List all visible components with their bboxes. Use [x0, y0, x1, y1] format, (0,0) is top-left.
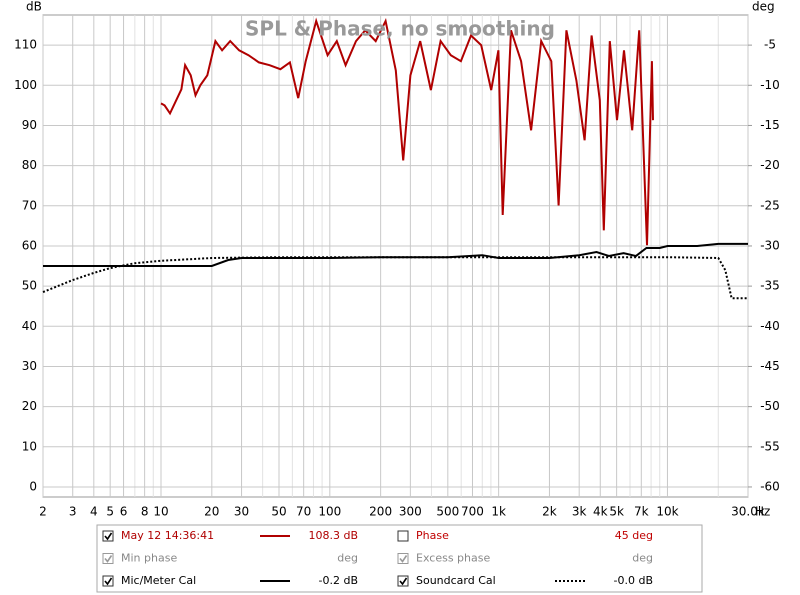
legend-check: [104, 532, 113, 541]
legend-checkbox[interactable]: [102, 575, 114, 587]
x-tick-label: 300: [399, 505, 422, 519]
x-tick-label: 7k: [634, 505, 649, 519]
x-tick-label: 1k: [491, 505, 506, 519]
series-line: [42, 256, 748, 300]
y-tick-label: 30: [22, 359, 37, 373]
x-tick-label: 100: [318, 505, 341, 519]
legend-label: Excess phase: [416, 552, 490, 565]
y2-tick-label: -55: [760, 439, 780, 453]
y2-tick-label: -45: [760, 359, 780, 373]
x-tick-label: 10k: [656, 505, 678, 519]
legend: May 12 14:36:41 108.3 dB Phase 45 deg Min ph…: [102, 529, 654, 587]
legend-checkbox[interactable]: [102, 530, 114, 542]
x-tick-label: 5k: [609, 505, 624, 519]
y2-tick-label: -35: [760, 279, 780, 293]
legend-value: 45 deg: [615, 529, 653, 542]
legend-check: [104, 555, 113, 563]
x-tick-label: 8: [141, 505, 149, 519]
y2-tick-label: -30: [760, 238, 780, 252]
legend-checkbox[interactable]: [397, 530, 409, 542]
y-tick-label: 0: [29, 479, 37, 493]
y2-tick-label: -5: [764, 38, 776, 52]
y2-tick-label: -20: [760, 158, 780, 172]
legend-checkbox[interactable]: [397, 575, 409, 587]
y-tick-label: 110: [14, 38, 37, 52]
x-tick-label: 4: [90, 505, 98, 519]
x-tick-label: 10: [153, 505, 168, 519]
x-tick-label: 4k: [593, 505, 608, 519]
x-tick-label: 700: [461, 505, 484, 519]
legend-label: Mic/Meter Cal: [121, 574, 196, 587]
y-tick-label: 60: [22, 238, 37, 252]
legend-checkbox[interactable]: [102, 553, 114, 564]
x-tick-label: 2k: [542, 505, 557, 519]
y-tick-label: 70: [22, 198, 37, 212]
y2-tick-label: -10: [760, 78, 780, 92]
legend-label: Min phase: [121, 552, 177, 565]
y-tick-label: 10: [22, 439, 37, 453]
y2-tick-label: -60: [760, 479, 780, 493]
x-tick-label: 3k: [572, 505, 587, 519]
y-tick-label: 20: [22, 399, 37, 413]
legend-label: Soundcard Cal: [416, 574, 496, 587]
legend-check: [104, 577, 113, 586]
x-tick-label: 2: [39, 505, 47, 519]
chart-title: SPL & Phase, no smoothing: [245, 17, 555, 41]
legend-value: 108.3 dB: [308, 529, 358, 542]
y-tick-label: 40: [22, 319, 37, 333]
legend-label: Phase: [416, 529, 449, 542]
legend-value: deg: [632, 552, 653, 565]
x-tick-label: 30: [234, 505, 249, 519]
y2-tick-label: -15: [760, 118, 780, 132]
y2-tick-label: -40: [760, 319, 780, 333]
legend-label: May 12 14:36:41: [121, 529, 214, 542]
x-tick-label: 200: [369, 505, 392, 519]
x-tick-label: 500: [436, 505, 459, 519]
y-tick-label: 100: [14, 78, 37, 92]
x-tick-label: 20: [204, 505, 219, 519]
x-tick-label: 70: [296, 505, 311, 519]
x-tick-label: 5: [106, 505, 114, 519]
legend-value: -0.0 dB: [614, 574, 654, 587]
y2-tick-label: -50: [760, 399, 780, 413]
series-line: [160, 17, 654, 246]
x-tick-label: 3: [69, 505, 77, 519]
plot: [42, 17, 748, 300]
x-axis-label: Hz: [755, 505, 770, 519]
x-tick-label: 30.0k: [731, 505, 765, 519]
legend-value: deg: [337, 552, 358, 565]
y2-axis-label: deg: [752, 0, 775, 14]
y-axis-label: dB: [26, 0, 42, 14]
legend-value: -0.2 dB: [319, 574, 359, 587]
x-tick-label: 6: [120, 505, 128, 519]
y2-tick-label: -25: [760, 198, 780, 212]
legend-checkbox[interactable]: [397, 553, 409, 564]
legend-check: [399, 577, 408, 586]
legend-check: [399, 555, 408, 563]
y-tick-label: 80: [22, 158, 37, 172]
x-tick-label: 50: [271, 505, 286, 519]
y-tick-label: 90: [22, 118, 37, 132]
y-tick-label: 50: [22, 279, 37, 293]
